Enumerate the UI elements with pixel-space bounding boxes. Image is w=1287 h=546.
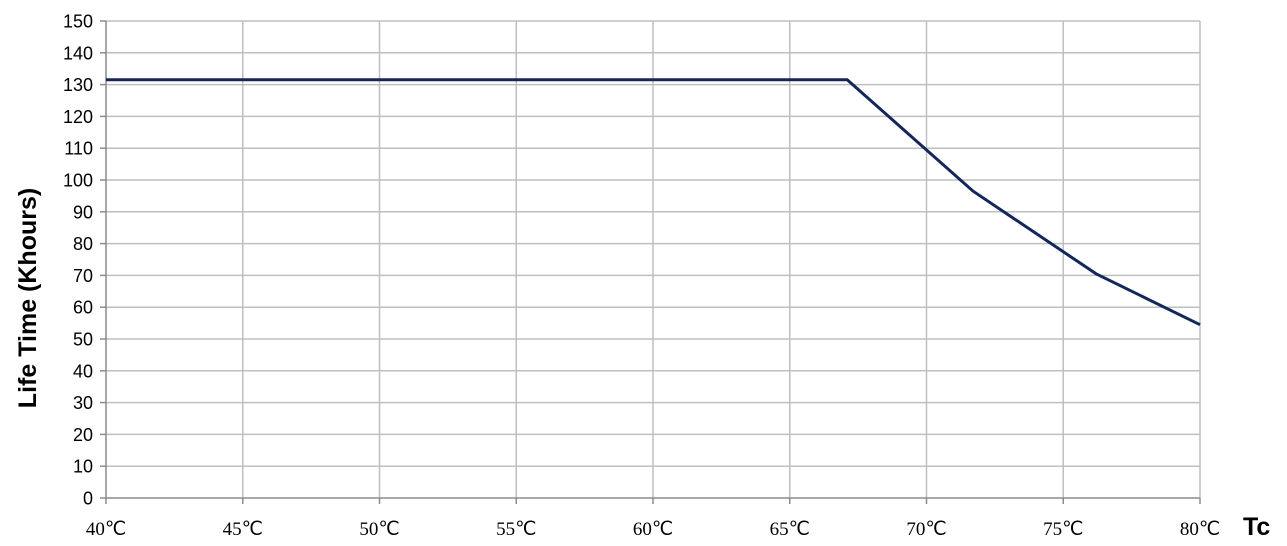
x-tick-label: 40℃ (86, 519, 126, 540)
x-tick-labels: 40℃ 45℃ 50℃ 55℃ 60℃ 65℃ 70℃ 75℃ 80℃ (86, 519, 1220, 540)
y-tick-label: 140 (63, 43, 93, 63)
y-tick-label: 70 (73, 266, 93, 286)
y-tick-label: 0 (83, 489, 93, 509)
y-tick-label: 110 (64, 139, 93, 159)
y-tick-label: 60 (73, 298, 93, 318)
y-tick-label: 50 (73, 330, 93, 350)
axes (100, 20, 1201, 504)
x-tick-label: 80℃ (1180, 519, 1220, 540)
y-tick-label: 10 (73, 457, 93, 477)
y-tick-label: 100 (63, 171, 93, 191)
grid (106, 20, 1201, 498)
x-tick-label: 50℃ (359, 519, 399, 540)
x-tick-label: 65℃ (770, 519, 810, 540)
y-tick-labels: 0 10 20 30 40 50 60 70 80 90 100 110 120 130 140 150 (63, 12, 93, 509)
y-tick-label: 80 (73, 234, 93, 254)
x-tick-label: 45℃ (223, 519, 263, 540)
y-tick-label: 150 (63, 12, 93, 32)
y-tick-label: 30 (73, 393, 93, 413)
series-layer (106, 78, 1201, 327)
series-line (106, 78, 1201, 327)
y-tick-label: 120 (63, 107, 93, 127)
y-tick-label: 90 (73, 202, 93, 222)
y-tick-label: 40 (73, 361, 93, 381)
x-tick-label: 55℃ (496, 519, 536, 540)
y-tick-label: 130 (63, 75, 93, 95)
x-tick-label: 75℃ (1043, 519, 1083, 540)
x-tick-label: 70℃ (906, 519, 946, 540)
x-axis-title: Tc (1243, 513, 1270, 541)
y-axis-title: Life Time (Khours) (14, 188, 42, 408)
y-tick-label: 20 (73, 425, 93, 445)
x-tick-label: 60℃ (633, 519, 673, 540)
